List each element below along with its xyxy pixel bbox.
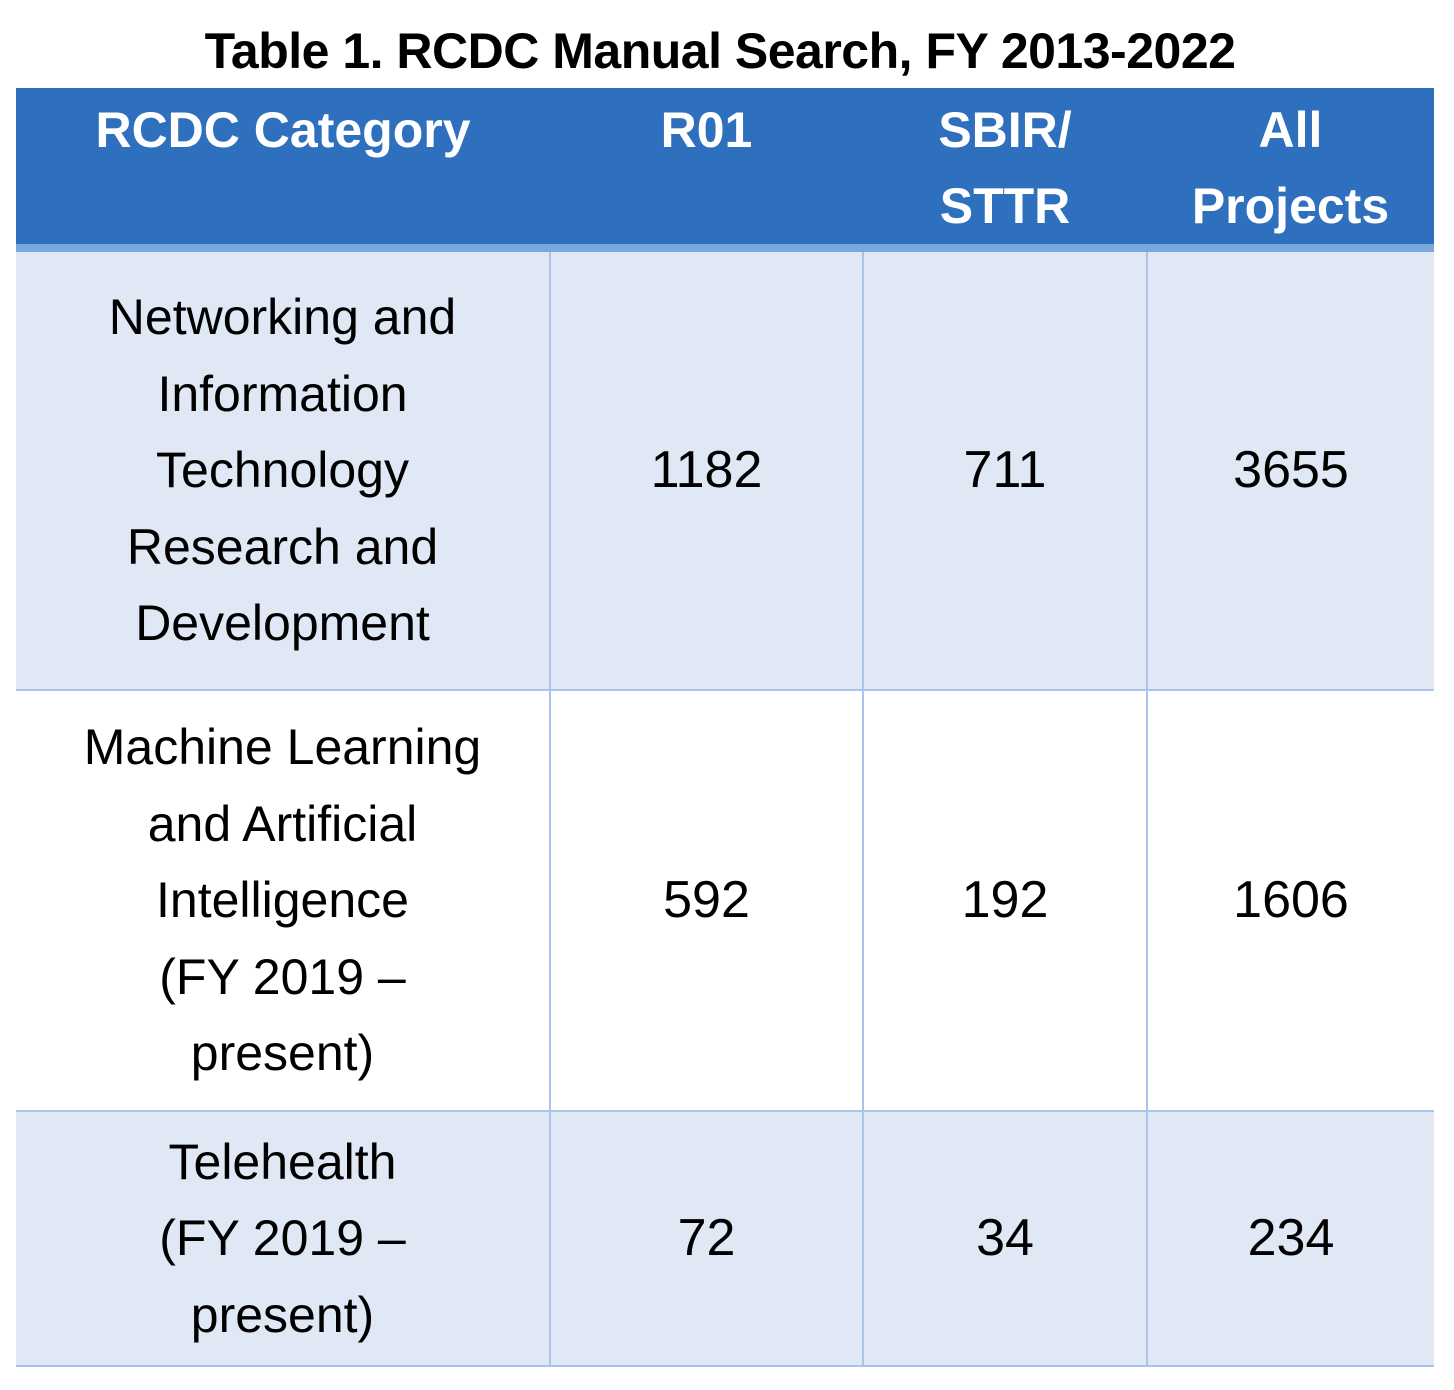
category-line: Networking and <box>108 289 457 346</box>
category-line: and Artificial <box>147 795 418 852</box>
cell-r01: 592 <box>549 690 864 1112</box>
cell-category: Machine Learning and Artificial Intellig… <box>16 690 551 1112</box>
header-all-line1: All <box>1258 102 1323 158</box>
header-rcdc-category-label: RCDC Category <box>95 102 471 158</box>
table-row: Telehealth (FY 2019 – present) 72 34 234 <box>16 1111 1434 1367</box>
table-row: Networking and Information Technology Re… <box>16 248 1434 691</box>
category-line: Development <box>135 595 430 652</box>
cell-r01: 72 <box>549 1111 864 1367</box>
header-sbir-line1: SBIR/ <box>938 102 1072 158</box>
cell-category: Networking and Information Technology Re… <box>16 248 551 691</box>
header-rcdc-category: RCDC Category <box>16 88 550 252</box>
cell-category: Telehealth (FY 2019 – present) <box>16 1111 551 1367</box>
category-line: Machine Learning <box>83 719 482 776</box>
category-line: Telehealth <box>168 1133 397 1190</box>
cell-all-projects: 234 <box>1146 1111 1434 1367</box>
category-line: present) <box>190 1025 375 1082</box>
cell-all-projects: 1606 <box>1146 690 1434 1112</box>
category-line: Intelligence <box>156 872 409 929</box>
header-r01: R01 <box>550 88 863 252</box>
category-line: Information <box>157 365 408 422</box>
table-caption: Table 1. RCDC Manual Search, FY 2013-202… <box>204 23 1236 79</box>
header-r01-label: R01 <box>660 102 753 158</box>
rcdc-table: RCDC Category R01 SBIR/ STTR All Project… <box>16 88 1434 1367</box>
category-line: (FY 2019 – <box>159 948 406 1005</box>
header-sbir-line2: STTR <box>939 178 1071 234</box>
category-line: Technology <box>156 442 409 499</box>
cell-sbir-sttr: 711 <box>862 248 1148 691</box>
header-all-projects: All Projects <box>1147 88 1434 252</box>
header-all-line2: Projects <box>1191 178 1390 234</box>
cell-sbir-sttr: 192 <box>862 690 1148 1112</box>
category-line: (FY 2019 – <box>159 1210 406 1267</box>
cell-all-projects: 3655 <box>1146 248 1434 691</box>
header-sbir-sttr: SBIR/ STTR <box>863 88 1147 252</box>
cell-r01: 1182 <box>549 248 864 691</box>
category-line: present) <box>190 1286 375 1343</box>
table-row: Machine Learning and Artificial Intellig… <box>16 690 1434 1112</box>
cell-sbir-sttr: 34 <box>862 1111 1148 1367</box>
table-header-row: RCDC Category R01 SBIR/ STTR All Project… <box>16 88 1434 252</box>
category-line: Research and <box>126 518 439 575</box>
